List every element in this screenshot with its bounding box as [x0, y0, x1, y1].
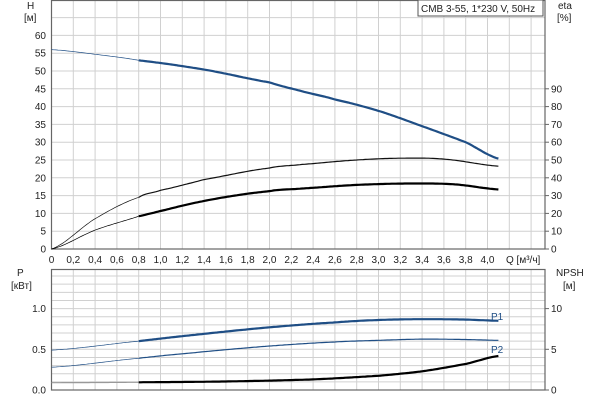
p-tick-label: 0.5 [32, 345, 46, 356]
eta-tick-label: 20 [551, 209, 563, 220]
x-tick-label: 2,6 [328, 255, 342, 266]
p2-label: P2 [491, 345, 504, 356]
x-tick-label: 1,8 [241, 255, 255, 266]
h-axis-label: H [27, 1, 34, 12]
q-axis-label: Q [м³/ч] [506, 255, 541, 266]
x-tick-label: 3,0 [372, 255, 386, 266]
h-tick-label: 60 [35, 31, 47, 42]
x-tick-label: 2,0 [263, 255, 277, 266]
chart-title: CMB 3-55, 1*230 V, 50Hz [421, 4, 535, 15]
p1-label: P1 [491, 312, 504, 323]
x-tick-label: 2,2 [284, 255, 298, 266]
x-tick-label: 0,4 [88, 255, 102, 266]
grid-top [52, 0, 546, 249]
x-tick-label: 2,4 [306, 255, 320, 266]
x-tick-label: 3,2 [393, 255, 407, 266]
eta-tick-label: 80 [551, 102, 563, 113]
eta-axis-label: eta [558, 1, 572, 12]
eta-tick-label: 50 [551, 156, 563, 167]
h-tick-label: 40 [35, 102, 47, 113]
x-tick-label: 3,6 [437, 255, 451, 266]
h-tick-label: 50 [35, 67, 47, 78]
h-tick-label: 25 [35, 156, 47, 167]
x-tick-label: 0,2 [66, 255, 80, 266]
x-tick-label: 2,8 [350, 255, 364, 266]
h-axis-unit: [м] [24, 13, 37, 24]
eta-curve-2 [139, 184, 499, 217]
npsh-axis-label: NPSH [556, 268, 584, 279]
grid-bottom [52, 269, 546, 390]
h-tick-label: 0 [40, 245, 46, 256]
eta-tick-label: 90 [551, 84, 563, 95]
npsh-curve [139, 356, 499, 382]
h-tick-label: 20 [35, 173, 47, 184]
x-tick-label: 1,0 [154, 255, 168, 266]
h-tick-label: 10 [35, 209, 47, 220]
p-axis-unit: [кВт] [11, 281, 32, 292]
p1-curve [139, 319, 499, 341]
h-tick-label: 30 [35, 138, 47, 149]
eta-tick-label: 10 [551, 227, 563, 238]
h-tick-label: 5 [40, 227, 46, 238]
x-tick-label: 3,4 [415, 255, 429, 266]
eta-tick-label: 30 [551, 191, 563, 202]
npsh-tick-label: 10 [551, 304, 563, 315]
x-tick-label: 0,6 [110, 255, 124, 266]
h-tick-label: 45 [35, 84, 47, 95]
x-tick-label: 3,8 [459, 255, 473, 266]
p-tick-label: 0.0 [32, 386, 46, 397]
x-tick-label: 1,2 [175, 255, 189, 266]
npsh-tick-label: 5 [551, 345, 557, 356]
eta-tick-label: 60 [551, 138, 563, 149]
eta-tick-label: 0 [551, 245, 557, 256]
eta-axis-unit: [%] [557, 13, 572, 24]
h-curve [139, 60, 499, 158]
x-tick-label: 1,4 [197, 255, 211, 266]
h-tick-label: 15 [35, 191, 47, 202]
x-tick-label: 0 [49, 255, 55, 266]
p2-curve [139, 339, 499, 358]
x-tick-label: 1,6 [219, 255, 233, 266]
npsh-tick-label: 0 [551, 386, 557, 397]
h-tick-label: 55 [35, 49, 47, 60]
npsh-axis-unit: [м] [563, 281, 576, 292]
eta-tick-label: 40 [551, 173, 563, 184]
plot-frame [52, 270, 546, 391]
x-tick-label: 0,8 [132, 255, 146, 266]
p-tick-label: 1.0 [32, 304, 46, 315]
p-axis-label: P [17, 268, 24, 279]
x-tick-label: 4,0 [481, 255, 495, 266]
h-tick-label: 35 [35, 120, 47, 131]
eta-tick-label: 70 [551, 120, 563, 131]
